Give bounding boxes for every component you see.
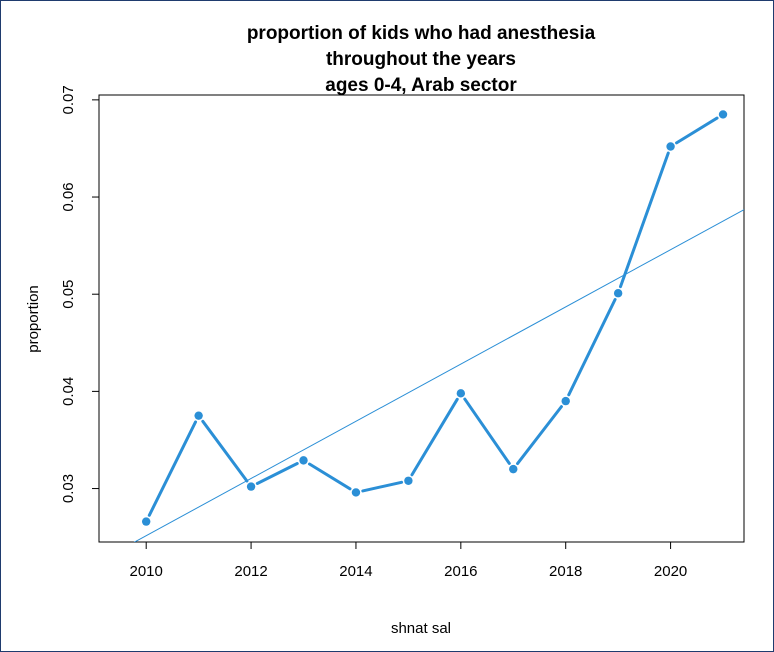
data-point [194,411,203,420]
data-point [718,110,728,119]
x-tick-label: 2016 [444,563,477,580]
chart-title-line-1: proportion of kids who had anesthesia [247,23,596,44]
data-point [299,456,308,465]
series-segment [255,462,299,485]
chart-title-line-2: throughout the years [326,49,516,70]
y-tick-label: 0.04 [60,377,77,406]
series-segment [410,397,459,477]
data-point [509,464,518,474]
series-segment [201,419,249,483]
y-axis: 0.03 0.04 0.05 0.06 0.07 [60,85,99,503]
series-segment [361,480,404,493]
data-point [404,476,413,485]
y-tick-label: 0.03 [60,474,77,503]
series-segment [463,397,511,465]
series-layer [141,110,728,526]
data-point [666,142,675,151]
y-tick-label: 0.06 [60,182,77,211]
data-point [613,289,623,298]
series-segment [516,405,563,466]
x-tick-label: 2014 [339,563,372,580]
x-tick-label: 2018 [549,563,582,580]
data-point [561,396,570,406]
x-tick-label: 2012 [234,563,267,580]
x-axis: 2010 2012 2014 2016 2018 2020 [130,542,687,580]
data-point [351,488,361,497]
data-point [141,517,151,526]
plot-area [133,110,744,542]
data-point [246,482,256,491]
x-tick-label: 2020 [654,563,687,580]
series-segment [567,298,617,397]
trend-line [133,209,744,542]
chart-title-line-3: ages 0-4, Arab sector [325,75,517,96]
y-tick-label: 0.05 [60,280,77,309]
series-segment [307,462,352,491]
y-axis-label: proportion [25,285,42,353]
series-segment [147,420,198,517]
data-point [456,389,466,398]
series-segment [675,116,719,145]
series-segment [619,151,670,289]
x-axis-label: shnat sal [391,620,451,637]
x-tick-label: 2010 [130,563,163,580]
y-tick-label: 0.07 [60,85,77,114]
plot-box [98,94,745,543]
